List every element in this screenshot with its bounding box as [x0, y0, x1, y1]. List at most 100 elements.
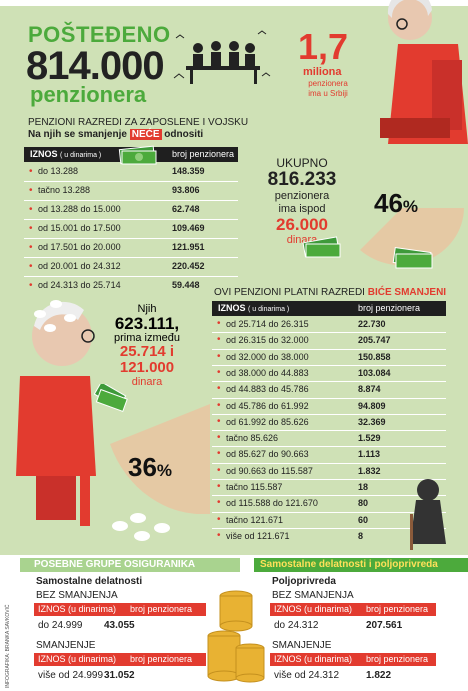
row-amount-label: od 17.501 do 20.000 — [38, 242, 121, 252]
row-count-value: 150.858 — [358, 351, 391, 362]
row-amount-label: od 45.786 do 61.992 — [226, 400, 309, 411]
bullet-icon: • — [217, 448, 221, 460]
left-no-cut-header: IZNOS (u dinarima) broj penzionera — [34, 603, 206, 616]
total-number: 816.233 — [267, 169, 337, 190]
table-row: • od 44.883 do 45.786 8.874 — [212, 381, 446, 397]
row-divider — [212, 348, 446, 350]
elderly-group-illustration — [173, 30, 271, 84]
table-row: • od 115.588 do 121.670 80 — [212, 495, 446, 511]
right-cut-header: IZNOS (u dinarima) broj penzionera — [270, 653, 436, 666]
right-no-cut-amount: do 24.312 — [274, 620, 319, 631]
row-amount-label: od 24.313 do 25.714 — [38, 280, 121, 290]
row-amount-label: od 15.001 do 17.500 — [38, 223, 121, 233]
bullet-icon: • — [217, 366, 221, 378]
row-divider — [212, 397, 446, 399]
table-row: • tačno 115.587 18 — [212, 479, 446, 495]
bullet-icon: • — [217, 432, 221, 444]
row-count-value: 18 — [358, 482, 369, 492]
left-cut-header: IZNOS (u dinarima) broj penzionera — [34, 653, 206, 666]
serbia-caption: penzionera ima u Srbiji — [298, 79, 358, 99]
coins-stack-illustration — [207, 590, 265, 683]
row-amount-label: od 61.992 do 85.626 — [226, 416, 309, 427]
row-amount-label: od 32.000 do 38.000 — [226, 351, 309, 362]
section1-title: PENZIONI RAZREDI ZA ZAPOSLENE I VOJSKU — [28, 117, 249, 128]
table-row: • do 13.288 148.359 — [24, 162, 238, 181]
bottom-right-header: Samostalne delatnosti i poljoprivreda — [254, 558, 468, 572]
bullet-icon: • — [29, 166, 33, 177]
row-divider — [212, 462, 446, 464]
serbia-line2: ima u Srbiji — [308, 89, 348, 98]
row-divider — [212, 511, 446, 513]
banknotes-icon-3 — [392, 247, 433, 269]
bullet-icon: • — [217, 497, 221, 509]
row-count-value: 22.730 — [358, 319, 386, 329]
credit: INFOGRAFIKA: BRANKA SAVKOVIĆ — [5, 604, 11, 688]
banknotes-icon-4 — [93, 384, 128, 413]
table-row: • više od 121.671 8 — [212, 528, 446, 544]
row-amount-label: od 38.000 do 44.883 — [226, 367, 309, 378]
bullet-icon: • — [29, 204, 33, 215]
serbia-pensioners-number: 1,7 — [298, 26, 349, 67]
row-count-value: 1.529 — [358, 433, 381, 444]
table-row: • od 85.627 do 90.663 1.113 — [212, 446, 446, 462]
table-row: • od 15.001 do 17.500 109.469 — [24, 219, 238, 238]
section2-title-before: OVI PENZIONI PLATNI RAZREDI — [214, 287, 365, 298]
spared-label: POŠTEĐENO — [28, 22, 171, 47]
bullet-icon: • — [29, 261, 33, 272]
table-row: • od 13.288 do 15.000 62.748 — [24, 200, 238, 219]
table-row: • od 61.992 do 85.626 32.369 — [212, 414, 446, 430]
pills-decoration — [34, 300, 76, 332]
left-title: Samostalne delatnosti — [36, 576, 143, 587]
bullet-icon: • — [29, 280, 33, 291]
left-cut-label: SMANJENJE — [36, 640, 96, 651]
bullet-icon: • — [217, 383, 221, 395]
spared-number: 814.000 — [26, 44, 165, 88]
middle-number: 623.111, — [114, 314, 180, 333]
bullet-icon: • — [29, 185, 33, 196]
left-no-cut-amount: do 24.999 — [38, 620, 83, 631]
right-cut-amount: više od 24.312 — [274, 670, 340, 681]
pills-decoration-2 — [112, 513, 170, 541]
row-amount-label: od 85.627 do 90.663 — [226, 449, 309, 460]
left-cut-value: 31.052 — [104, 670, 135, 681]
row-divider — [212, 430, 446, 432]
pensioners-label: penzionera — [30, 82, 147, 107]
row-divider — [24, 200, 238, 201]
row-divider — [212, 332, 446, 334]
row-amount-label: od 115.588 do 121.670 — [226, 498, 318, 509]
section1-subtitle: Na njih se smanjenje NEĆE odnositi — [28, 129, 203, 140]
section2-col-amount: IZNOS ( u dinarima ) — [218, 303, 290, 313]
serbia-line1: penzionera — [308, 79, 348, 88]
elderly-woman-illustration — [380, 0, 468, 144]
bullet-icon: • — [29, 223, 33, 234]
total-line2: ima ispod — [278, 203, 326, 215]
row-divider — [212, 381, 446, 383]
row-divider — [212, 446, 446, 448]
section1-col-count: broj penzionera — [172, 149, 235, 159]
table-row: • od 90.663 do 115.587 1.832 — [212, 463, 446, 479]
row-amount-label: tačno 13.288 — [38, 185, 91, 195]
left-no-cut-value: 43.055 — [104, 620, 135, 631]
table-row: • od 20.001 do 24.312 220.452 — [24, 257, 238, 276]
row-count-value: 1.113 — [358, 449, 381, 460]
pie-46-illustration — [360, 208, 464, 266]
middle-amount2: 121.000 — [119, 359, 175, 376]
left-no-cut-label: BEZ SMANJENJA — [36, 590, 118, 601]
total-amount: 26.000 — [276, 215, 328, 234]
section2-title: OVI PENZIONI PLATNI RAZREDI BIĆE SMANJEN… — [214, 287, 446, 298]
bullet-icon: • — [217, 513, 221, 525]
row-count-value: 8.874 — [358, 384, 381, 395]
row-count-value: 60 — [358, 514, 369, 525]
row-amount-label: tačno 121.671 — [226, 514, 284, 525]
row-divider — [24, 219, 238, 220]
right-no-cut-header: IZNOS (u dinarima) broj penzionera — [270, 603, 436, 616]
row-divider — [212, 413, 446, 415]
row-divider — [24, 181, 238, 182]
table-row: • od 45.786 do 61.992 94.809 — [212, 398, 446, 414]
row-divider — [24, 276, 238, 277]
row-amount-label: od 90.663 do 115.587 — [226, 465, 313, 476]
bullet-icon: • — [217, 318, 221, 329]
right-cut-label: SMANJENJE — [272, 640, 332, 651]
middle-currency: dinara — [131, 376, 163, 388]
table-row: • od 38.000 do 44.883 103.084 — [212, 365, 446, 381]
